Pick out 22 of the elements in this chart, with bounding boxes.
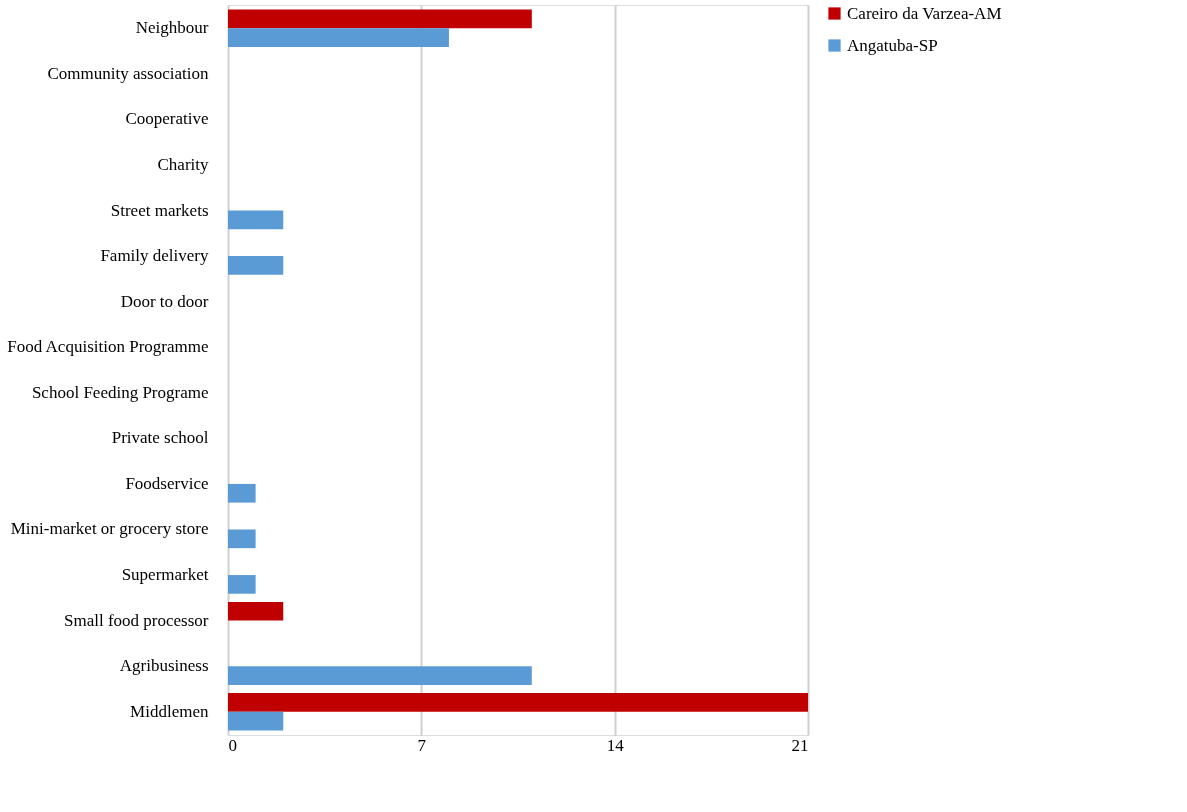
y-tick-label: Neighbour (135, 18, 209, 38)
y-tick-label: Supermarket (121, 565, 209, 585)
y-tick-label: School Feeding Programe (31, 382, 209, 402)
y-tick-label: Middlemen (130, 701, 209, 721)
y-tick-label: Charity (157, 154, 209, 174)
legend-label: Angatuba-SP (847, 35, 938, 55)
legend-label: Careiro da Varzea-AM (847, 3, 1002, 23)
y-tick-label: Street markets (110, 200, 209, 220)
x-tick-label: 0 (228, 735, 237, 755)
y-tick-label: Agribusiness (119, 656, 209, 676)
y-tick-label: Cooperative (125, 109, 209, 129)
y-tick-label: Community association (47, 63, 209, 83)
y-tick-label: Family delivery (100, 246, 209, 266)
x-tick-label: 21 (791, 735, 809, 755)
y-tick-label: Small food processor (64, 610, 209, 630)
y-tick-label: Foodservice (125, 473, 209, 493)
x-tick-label: 14 (606, 735, 625, 755)
y-tick-label: Door to door (120, 291, 209, 311)
y-tick-label: Mini-market or grocery store (10, 519, 209, 539)
y-tick-label: Food Acquisition Programme (7, 337, 209, 357)
y-tick-label: Private school (111, 428, 209, 448)
x-tick-label: 7 (417, 735, 427, 755)
